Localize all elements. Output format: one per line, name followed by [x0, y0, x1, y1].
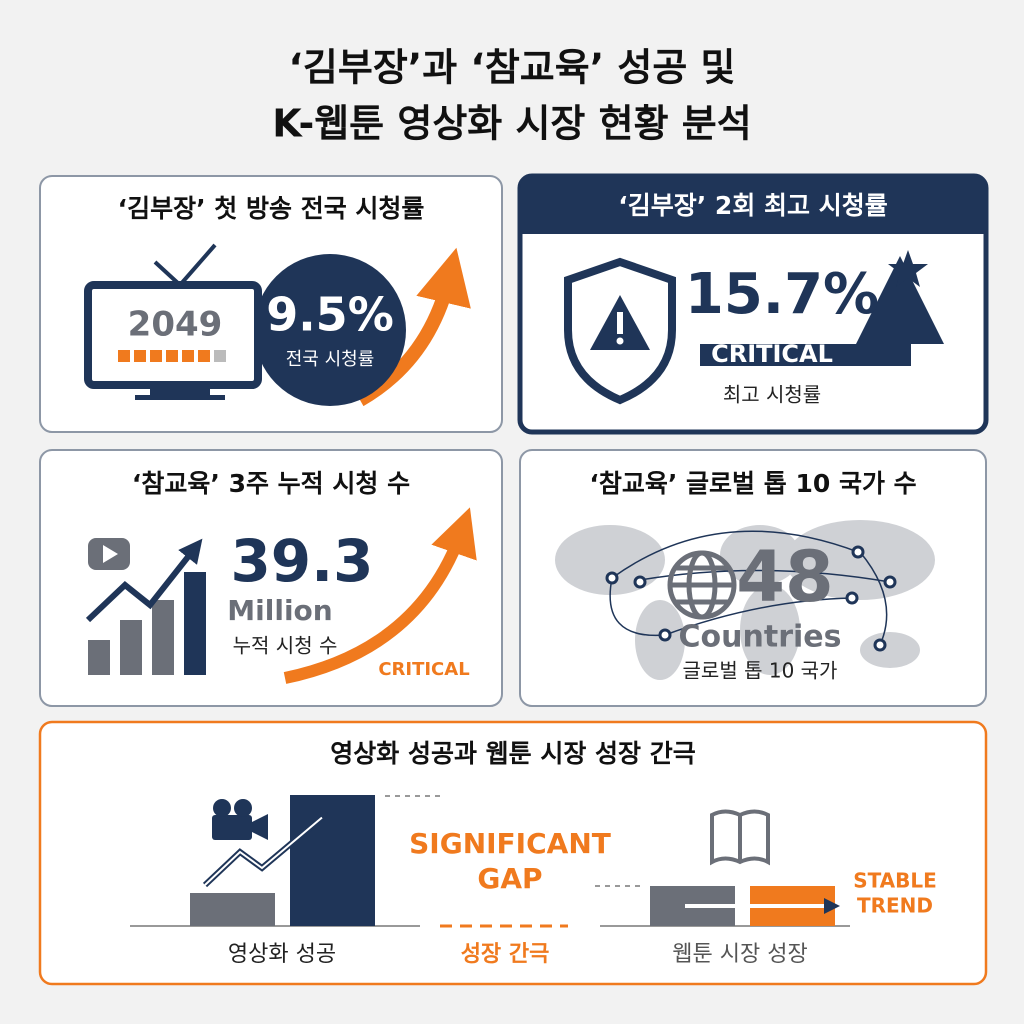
- card: ‘김부장’ 첫 방송 전국 시청률 2049 9.5% 전국 시청률: [39, 175, 503, 433]
- card-title: ‘참교육’ 글로벌 톱 10 국가 수: [589, 469, 916, 498]
- caption: 누적 시청 수: [233, 634, 338, 658]
- trend-label: TREND: [857, 894, 933, 918]
- axis-label: 성장 간극: [461, 942, 550, 967]
- card: ‘참교육’ 글로벌 톱 10 국가 수 48 Countries 글로벌 톱 1…: [519, 449, 987, 707]
- panel-title: 영상화 성공과 웹툰 시장 성장 간극: [330, 739, 696, 768]
- unit: Countries: [679, 620, 842, 655]
- title: K-웹툰 영상화 시장 현황 분석: [272, 102, 751, 146]
- gap-label: SIGNIFICANT: [409, 827, 611, 860]
- gap-panel: 영상화 성공과 웹툰 시장 성장 간극 SIGNIFICANT GAP STAB…: [38, 720, 988, 986]
- card-title: ‘참교육’ 3주 누적 시청 수: [132, 469, 410, 498]
- axis-label: 영상화 성공: [228, 942, 336, 967]
- unit: Million: [227, 594, 332, 627]
- card: ‘김부장’ 2회 최고 시청률 15.7% CRITICAL 최고 시청률: [517, 173, 989, 435]
- tag: CRITICAL: [378, 659, 469, 680]
- value: 9.5%: [266, 288, 394, 342]
- caption: 전국 시청률: [286, 349, 375, 370]
- value: 39.3: [230, 527, 373, 595]
- screen-label: 2049: [128, 305, 223, 345]
- card-title: ‘김부장’ 2회 최고 시청률: [618, 191, 888, 220]
- caption: 글로벌 톱 10 국가: [683, 659, 838, 683]
- caption: 최고 시청률: [723, 383, 821, 407]
- gap-label: GAP: [477, 862, 542, 895]
- value: 15.7%: [685, 262, 879, 327]
- axis-label: 웹툰 시장 성장: [672, 942, 807, 967]
- card-title: ‘김부장’ 첫 방송 전국 시청률: [118, 194, 425, 223]
- value: 48: [736, 536, 833, 618]
- trend-label: STABLE: [853, 869, 937, 893]
- title: ‘김부장’과 ‘참교육’ 성공 및: [288, 46, 735, 90]
- tag: CRITICAL: [711, 340, 833, 368]
- card: ‘참교육’ 3주 누적 시청 수 39.3 Million 누적 시청 수 CR…: [39, 449, 503, 707]
